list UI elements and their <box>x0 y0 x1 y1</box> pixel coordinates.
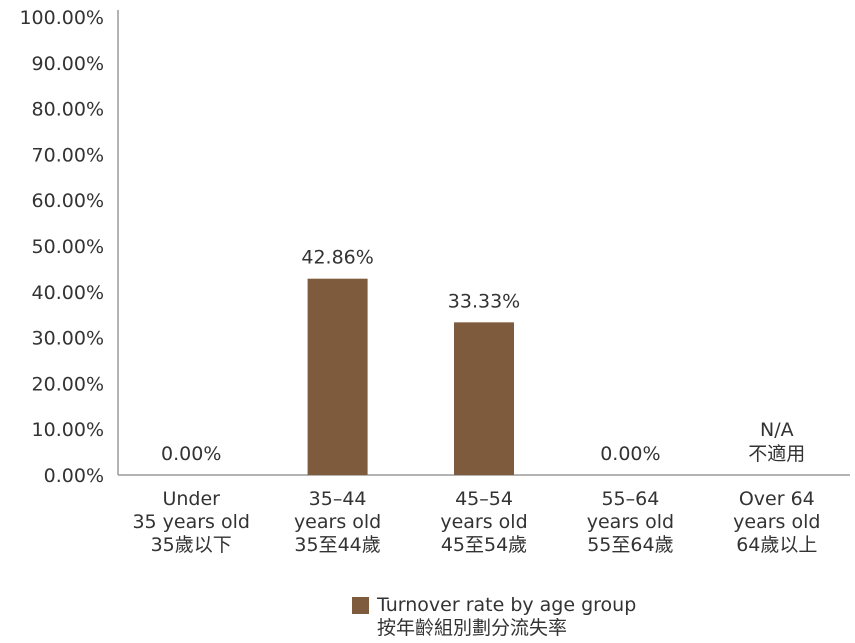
data-label: 0.00% <box>600 443 660 465</box>
legend-label-zh: 按年齡組別劃分流失率 <box>377 617 568 639</box>
y-tick-label: 0.00% <box>44 465 104 487</box>
bar <box>454 322 514 475</box>
y-tick-label: 30.00% <box>32 328 104 350</box>
y-tick-label: 20.00% <box>32 373 104 395</box>
y-tick-label: 40.00% <box>32 282 104 304</box>
x-tick-label: 35歲以下 <box>151 534 232 556</box>
y-tick-label: 60.00% <box>32 190 104 212</box>
x-tick-label: years old <box>294 511 381 533</box>
x-tick-label: years old <box>587 511 674 533</box>
y-tick-label: 80.00% <box>32 99 104 121</box>
x-tick-label: 35 years old <box>132 511 250 533</box>
x-tick-label: Under <box>162 488 220 510</box>
x-tick-label: Over 64 <box>739 488 815 510</box>
legend-label: Turnover rate by age group 按年齡組別劃分流失率 <box>377 594 636 640</box>
data-label: 33.33% <box>448 290 520 312</box>
data-label: N/A <box>760 419 794 441</box>
x-tick-label: 64歲以上 <box>736 534 817 556</box>
y-tick-label: 10.00% <box>32 419 104 441</box>
y-tick-label: 70.00% <box>32 144 104 166</box>
x-tick-label: 35–44 <box>309 488 367 510</box>
data-label: 0.00% <box>161 443 221 465</box>
x-tick-label: 55至64歲 <box>587 534 673 556</box>
data-label: 不適用 <box>748 443 805 465</box>
legend: Turnover rate by age group 按年齡組別劃分流失率 <box>352 594 636 640</box>
x-tick-label: 45至54歲 <box>441 534 527 556</box>
bar <box>307 278 368 475</box>
legend-label-en: Turnover rate by age group <box>377 594 637 616</box>
y-tick-label: 100.00% <box>19 7 104 29</box>
bar-chart: 0.00% 10.00% 20.00% 30.00% 40.00% 50.00% 60.00… <box>19 7 850 556</box>
x-tick-label: years old <box>440 511 527 533</box>
x-tick-label: years old <box>733 511 820 533</box>
x-tick-label: 55–64 <box>601 488 659 510</box>
y-tick-label: 90.00% <box>32 53 104 75</box>
x-tick-label: 35至44歲 <box>294 534 380 556</box>
y-tick-label: 50.00% <box>32 236 104 258</box>
data-label: 42.86% <box>301 247 373 269</box>
legend-swatch <box>352 597 369 614</box>
x-tick-label: 45–54 <box>455 488 513 510</box>
